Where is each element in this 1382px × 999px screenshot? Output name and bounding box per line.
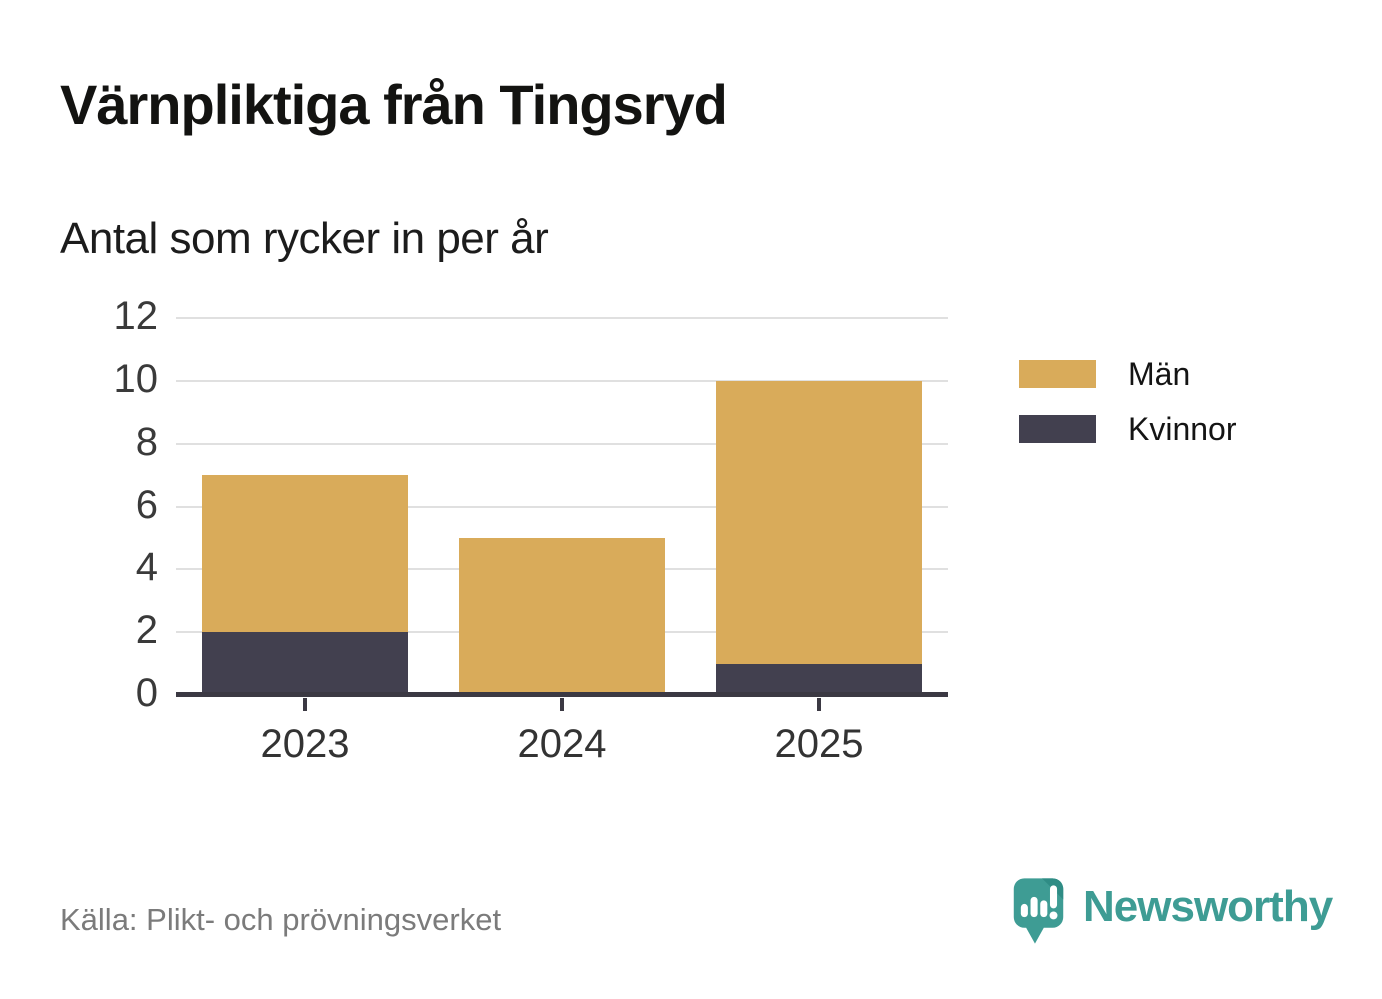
x-tick-label-2024: 2024 xyxy=(517,722,607,766)
y-tick-label-8: 8 xyxy=(135,419,158,464)
brand-wordmark: Newsworthy xyxy=(1083,882,1333,931)
plot-area: 0 2 4 6 8 10 12 2023 2024 2025 xyxy=(114,294,948,766)
gridline-y-12 xyxy=(176,317,948,319)
y-tick-label-10: 10 xyxy=(113,356,159,401)
x-tick-2023 xyxy=(303,698,307,711)
y-tick-label-2: 2 xyxy=(135,608,158,653)
x-tick-2025 xyxy=(817,698,821,711)
legend-item-kvinnor: Kvinnor xyxy=(1019,411,1237,447)
gridline-y-10 xyxy=(176,379,948,382)
legend-item-män: Män xyxy=(1019,356,1237,392)
gridline-y-8 xyxy=(176,442,948,445)
y-tick-label-12: 12 xyxy=(113,294,159,338)
y-tick-label-6: 6 xyxy=(135,482,158,527)
legend: Män Kvinnor xyxy=(1019,356,1237,470)
chart-title: Värnpliktiga från Tingsryd xyxy=(60,73,728,136)
x-axis-line xyxy=(176,692,948,697)
bar-2025-kvinnor xyxy=(716,663,922,695)
bar-2023-män xyxy=(202,475,408,633)
bar-2025-män xyxy=(716,380,922,664)
bar-2023-kvinnor xyxy=(202,632,408,695)
gridline-y-6 xyxy=(176,505,948,508)
legend-swatch-män xyxy=(1019,360,1096,388)
x-tick-2024 xyxy=(560,698,564,711)
newsworthy-logo-icon xyxy=(1013,878,1064,944)
brand-footer: Newsworthy xyxy=(1012,876,1333,946)
x-tick-label-2023: 2023 xyxy=(260,722,350,766)
x-tick-label-2025: 2025 xyxy=(774,722,864,766)
legend-swatch-kvinnor xyxy=(1019,415,1096,443)
source-note: Källa: Plikt- och prövningsverket xyxy=(60,902,502,937)
y-tick-label-4: 4 xyxy=(135,545,158,590)
y-tick-label-0: 0 xyxy=(135,671,158,715)
legend-label-män: Män xyxy=(1128,356,1191,392)
bar-2024-män xyxy=(459,537,665,695)
chart-subtitle: Antal som rycker in per år xyxy=(60,214,549,263)
legend-label-kvinnor: Kvinnor xyxy=(1128,411,1237,447)
